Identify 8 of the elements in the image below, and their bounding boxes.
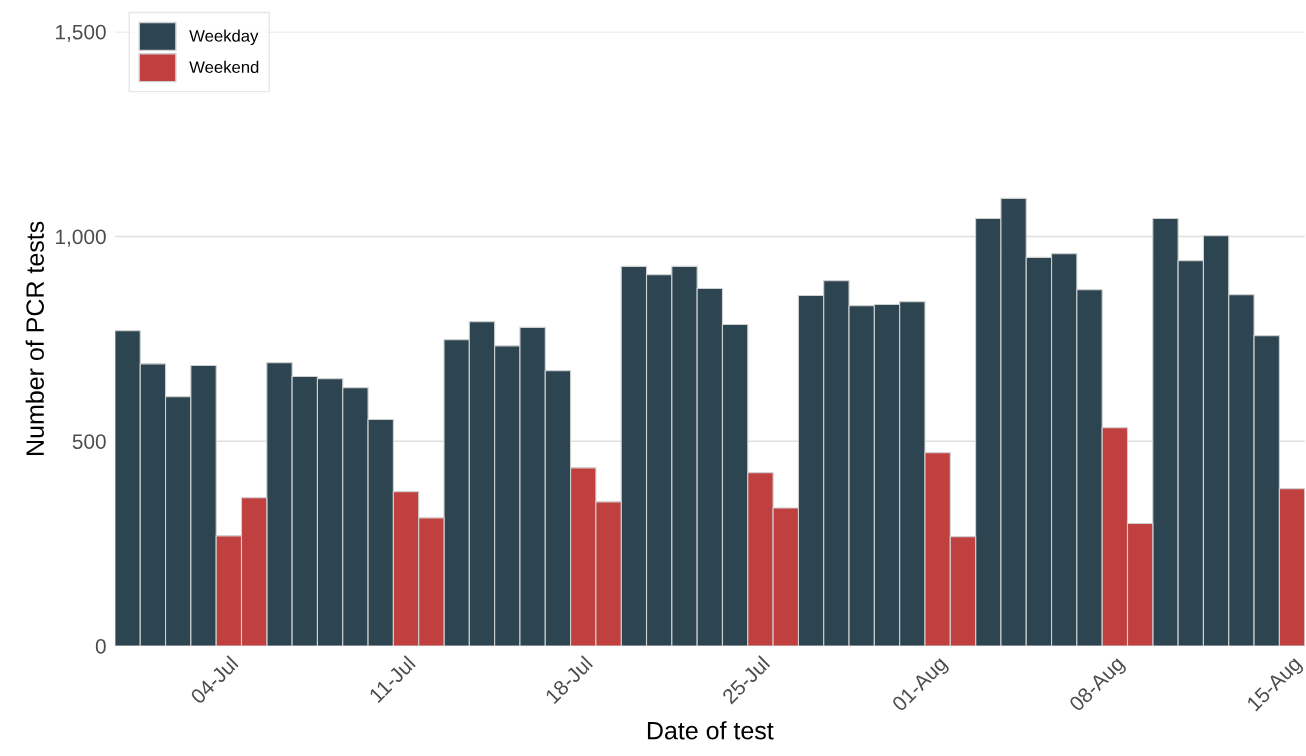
y-tick-label: 500 bbox=[72, 434, 106, 450]
legend-label: Weekend bbox=[189, 60, 259, 74]
y-axis-title: Number of PCR tests bbox=[25, 221, 44, 455]
y-tick-label: 0 bbox=[95, 639, 106, 654]
y-tick-label: 1,000 bbox=[56, 229, 106, 247]
x-axis-title: Date of test bbox=[647, 721, 774, 740]
legend-label: Weekday bbox=[189, 29, 259, 46]
y-tick-label: 1,500 bbox=[56, 24, 106, 42]
